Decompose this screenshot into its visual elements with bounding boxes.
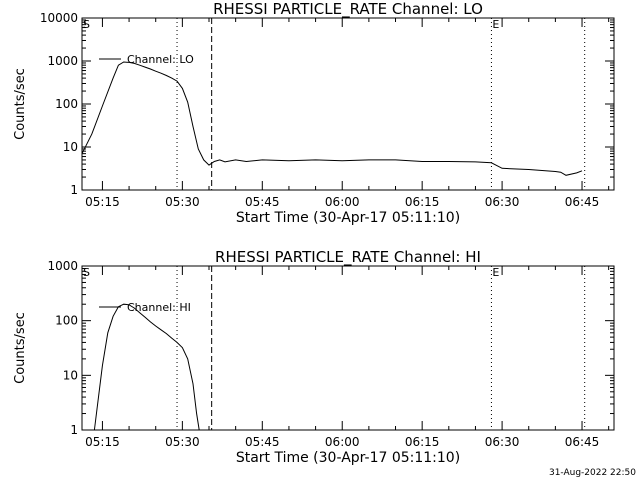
x-tick-label: 06:15 (405, 195, 440, 209)
series-line (93, 303, 200, 431)
y-tick-label: 1000 (47, 54, 78, 68)
y-tick-label: 100 (55, 97, 78, 111)
time-marker-label: S (83, 18, 90, 31)
x-tick-label: 06:45 (565, 435, 600, 449)
legend-label: Channel: LO (127, 53, 194, 66)
y-tick-label: 10 (63, 368, 78, 382)
x-tick-label: 06:15 (405, 435, 440, 449)
y-tick-label: 100 (55, 314, 78, 328)
time-marker-label: E (492, 18, 499, 31)
x-tick-label: 05:45 (245, 435, 280, 449)
x-tick-label: 06:45 (565, 195, 600, 209)
plot-frame (81, 17, 615, 191)
y-tick-label: 10000 (40, 11, 78, 25)
x-tick-label: 05:30 (165, 195, 200, 209)
x-tick-label: 06:00 (325, 195, 360, 209)
x-tick-label: 06:00 (325, 435, 360, 449)
chart-title: RHESSI PARTICLE_RATE Channel: LO (213, 0, 483, 19)
x-axis-label: Start Time (30-Apr-17 05:11:10) (236, 210, 460, 226)
x-tick-label: 05:15 (85, 435, 120, 449)
x-tick-label: 05:30 (165, 435, 200, 449)
time-marker-label: E (492, 266, 499, 279)
legend-label: Channel: HI (127, 301, 191, 314)
y-tick-label: 1 (70, 423, 78, 437)
y-tick-label: 1 (70, 183, 78, 197)
y-tick-label: 1000 (47, 259, 78, 273)
chart-title: RHESSI PARTICLE_RATE Channel: HI (215, 248, 481, 267)
x-tick-label: 06:30 (485, 435, 520, 449)
footer-timestamp: 31-Aug-2022 22:50 (549, 468, 636, 478)
series-line (81, 61, 583, 176)
x-tick-label: 05:15 (85, 195, 120, 209)
plot-frame (81, 265, 615, 431)
time-marker-label: S (83, 266, 90, 279)
y-axis-label: Counts/sec (13, 68, 28, 140)
x-tick-label: 06:30 (485, 195, 520, 209)
y-axis-label: Counts/sec (13, 312, 28, 384)
x-axis-label: Start Time (30-Apr-17 05:11:10) (236, 450, 460, 466)
y-tick-label: 10 (63, 140, 78, 154)
x-tick-label: 05:45 (245, 195, 280, 209)
